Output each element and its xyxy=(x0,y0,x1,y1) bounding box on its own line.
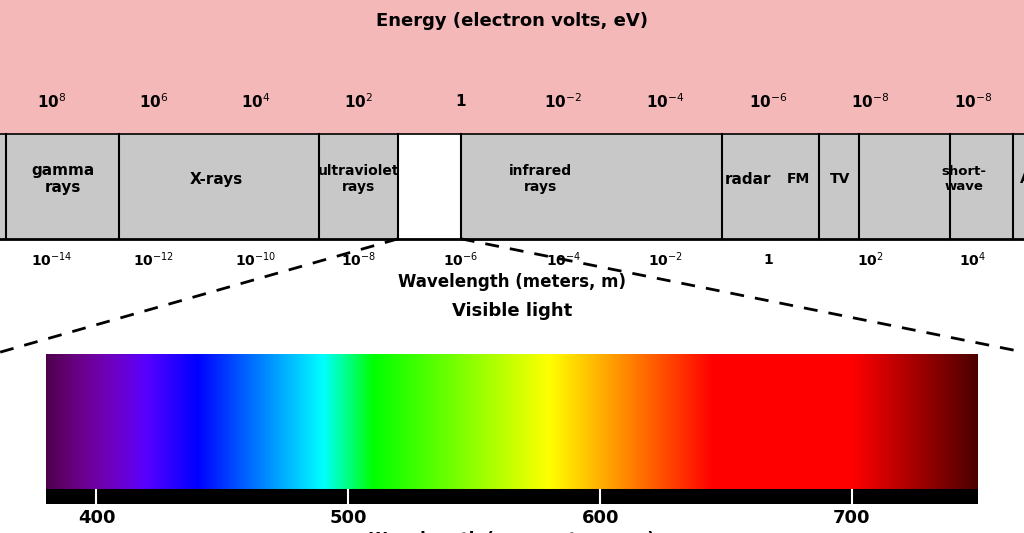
Text: 10$^{-10}$: 10$^{-10}$ xyxy=(236,251,276,269)
Text: AM: AM xyxy=(1020,172,1024,186)
Text: 10$^{-14}$: 10$^{-14}$ xyxy=(31,251,72,269)
Bar xyxy=(0,0,1024,134)
Bar xyxy=(398,134,461,239)
Text: Visible light: Visible light xyxy=(452,302,572,320)
Text: X-rays: X-rays xyxy=(189,172,243,187)
Text: 10$^{8}$: 10$^{8}$ xyxy=(37,92,66,111)
Text: 10$^{2}$: 10$^{2}$ xyxy=(857,251,884,269)
Bar xyxy=(0,134,1024,239)
Text: 10$^{-8}$: 10$^{-8}$ xyxy=(953,92,992,111)
Text: 10$^{2}$: 10$^{2}$ xyxy=(344,92,373,111)
Text: infrared
rays: infrared rays xyxy=(509,164,572,194)
Text: 10$^{-4}$: 10$^{-4}$ xyxy=(646,92,685,111)
Text: short-
wave: short- wave xyxy=(941,165,986,193)
Text: gamma
rays: gamma rays xyxy=(31,163,94,195)
Text: 1: 1 xyxy=(763,253,773,266)
Text: 10$^{-2}$: 10$^{-2}$ xyxy=(544,92,583,111)
Text: 1: 1 xyxy=(456,94,466,109)
Text: 10$^{-2}$: 10$^{-2}$ xyxy=(648,251,683,269)
Text: 10$^{6}$: 10$^{6}$ xyxy=(139,92,168,111)
Text: ultraviolet
rays: ultraviolet rays xyxy=(317,164,399,194)
Text: Wavelength (meters, m): Wavelength (meters, m) xyxy=(398,273,626,291)
Text: 10$^{-8}$: 10$^{-8}$ xyxy=(851,92,890,111)
Text: 10$^{-6}$: 10$^{-6}$ xyxy=(749,92,787,111)
Text: 10$^{-6}$: 10$^{-6}$ xyxy=(443,251,478,269)
Text: 10$^{-12}$: 10$^{-12}$ xyxy=(133,251,174,269)
Text: radar: radar xyxy=(724,172,771,187)
Text: 10$^{-4}$: 10$^{-4}$ xyxy=(546,251,581,269)
Text: 10$^{4}$: 10$^{4}$ xyxy=(242,92,270,111)
Text: Energy (electron volts, eV): Energy (electron volts, eV) xyxy=(376,12,648,30)
Text: 10$^{4}$: 10$^{4}$ xyxy=(959,251,986,269)
Text: TV: TV xyxy=(829,172,850,186)
Text: FM: FM xyxy=(787,172,810,186)
X-axis label: Wavelength (nanometers, nm): Wavelength (nanometers, nm) xyxy=(369,531,655,533)
Text: 10$^{-8}$: 10$^{-8}$ xyxy=(341,251,376,269)
